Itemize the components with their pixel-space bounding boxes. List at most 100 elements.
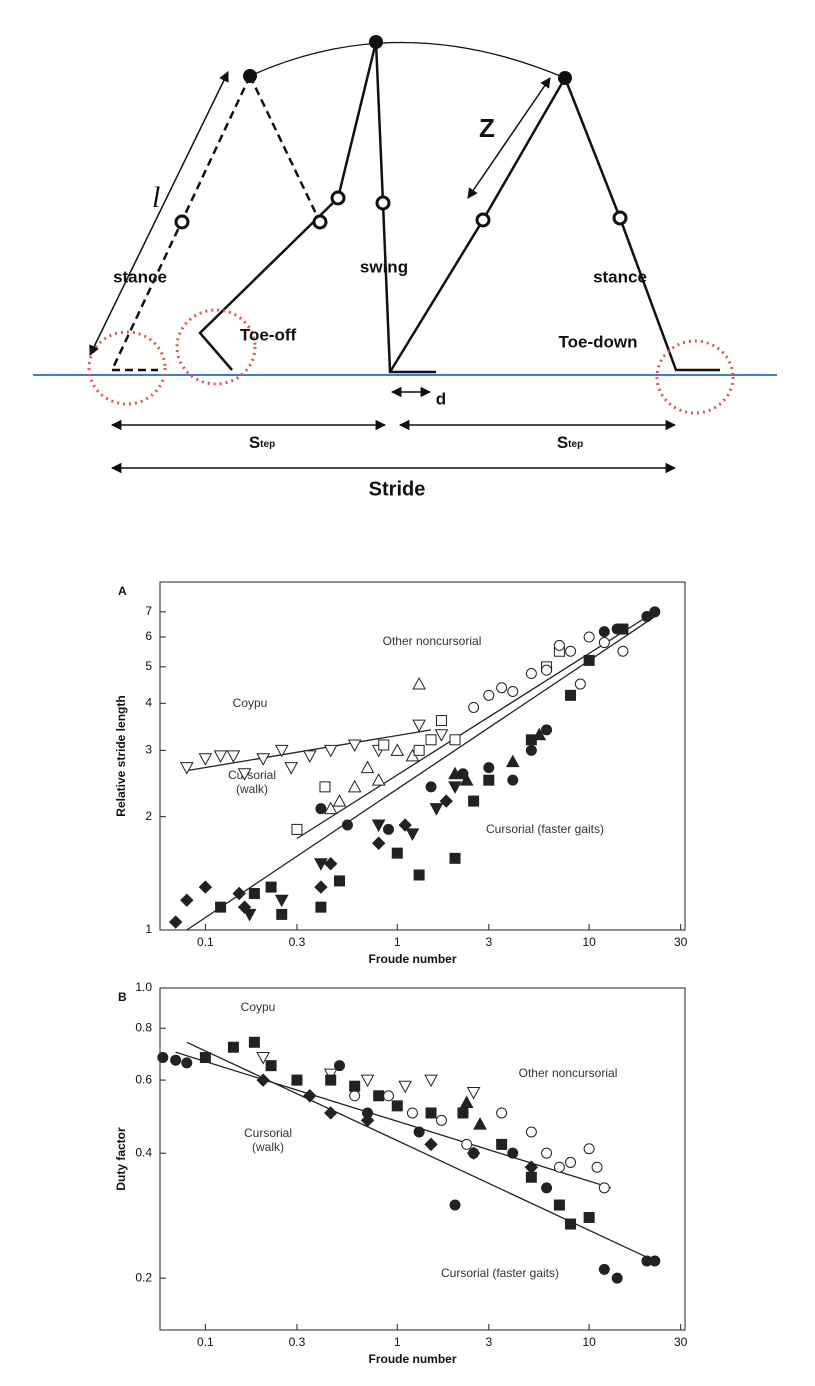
marker — [237, 768, 252, 781]
marker — [347, 739, 362, 753]
marker — [226, 750, 241, 763]
marker — [424, 1074, 438, 1088]
x-tick-label: 10 — [582, 1335, 596, 1349]
marker — [574, 678, 586, 690]
label: swing — [360, 257, 408, 276]
marker — [641, 611, 653, 623]
y-tick-label: 2 — [145, 809, 152, 823]
x-tick-label: 1 — [394, 935, 401, 949]
marker — [265, 1060, 277, 1072]
marker — [425, 781, 437, 793]
marker — [483, 774, 495, 786]
marker — [349, 1080, 361, 1092]
marker — [157, 1052, 169, 1064]
marker — [507, 1147, 519, 1159]
marker — [553, 639, 565, 651]
gait-diagram — [33, 35, 777, 474]
y-tick-label: 7 — [145, 604, 152, 618]
marker — [525, 1126, 537, 1138]
marker — [524, 1160, 539, 1174]
marker — [449, 734, 461, 746]
contact-circle — [655, 339, 735, 415]
label: tep — [568, 439, 583, 450]
leg-swing — [374, 41, 436, 374]
marker — [483, 762, 495, 774]
chart: B 0.1 0.3 1 3 10 30 0.2 0.4 0.6 0.8 1.0 Froude numbe… — [114, 980, 687, 1366]
marker — [565, 1218, 577, 1230]
marker — [198, 880, 213, 894]
marker — [371, 836, 386, 850]
knee — [375, 195, 391, 211]
marker — [425, 734, 437, 746]
marker — [360, 760, 375, 774]
marker — [181, 1057, 193, 1069]
marker — [242, 908, 257, 922]
x-tick-label: 30 — [674, 1335, 688, 1349]
label: d — [436, 389, 446, 408]
annotation: (walk) — [252, 1140, 284, 1154]
marker — [170, 1054, 182, 1066]
x-axis-label: Froude number — [368, 952, 456, 966]
y-tick-label: 1.0 — [135, 980, 152, 994]
marker — [449, 852, 461, 864]
marker — [256, 1052, 270, 1065]
hip — [369, 35, 383, 49]
marker — [459, 773, 474, 786]
marker — [468, 795, 480, 807]
marker — [390, 743, 405, 756]
y-tick-label: 0.6 — [135, 1072, 152, 1086]
x-tick-label: 10 — [582, 935, 596, 949]
marker — [398, 1080, 413, 1094]
marker — [583, 654, 595, 666]
marker — [496, 1138, 508, 1150]
annotation: Cursorial (faster gaits) — [441, 1266, 559, 1280]
marker — [496, 682, 508, 694]
label: stance — [593, 267, 647, 286]
marker — [371, 773, 386, 786]
marker — [325, 1074, 337, 1086]
knee — [475, 212, 491, 228]
marker — [349, 1090, 361, 1102]
annotation: Cursorial — [228, 768, 276, 782]
knee — [330, 190, 346, 206]
marker — [565, 645, 577, 657]
marker — [541, 724, 553, 736]
y-tick-label: 0.8 — [135, 1020, 152, 1034]
plot-frame — [159, 987, 686, 1331]
marker — [360, 1113, 375, 1128]
label: Step — [557, 433, 583, 452]
marker — [649, 1255, 661, 1267]
y-axis-label: Duty factor — [114, 1127, 128, 1191]
marker — [565, 689, 577, 701]
marker — [413, 869, 425, 881]
marker — [429, 803, 444, 816]
diagram-labels: l stance swing Z stance Toe-off Toe-down… — [113, 113, 647, 500]
marker — [553, 1199, 565, 1211]
x-axis-label: Froude number — [368, 1352, 456, 1366]
marker — [324, 1106, 338, 1120]
marker — [215, 901, 227, 913]
marker — [649, 606, 661, 618]
marker — [449, 1199, 461, 1211]
y-axis-label: Relative stride length — [114, 695, 128, 816]
marker — [199, 1052, 211, 1064]
marker — [553, 1161, 565, 1173]
marker — [439, 794, 453, 808]
marker — [461, 1138, 473, 1150]
contact-circle — [175, 308, 257, 386]
marker — [598, 637, 610, 649]
marker — [334, 875, 346, 887]
marker — [314, 858, 328, 871]
marker — [583, 631, 595, 643]
marker — [382, 823, 394, 835]
marker — [541, 1147, 553, 1159]
marker — [466, 1146, 481, 1160]
marker — [319, 781, 331, 793]
annotation: Coypu — [233, 696, 268, 710]
label: Toe-down — [559, 332, 638, 351]
label: S — [557, 433, 568, 452]
marker — [347, 779, 362, 793]
knee — [312, 214, 328, 230]
marker — [276, 908, 288, 920]
